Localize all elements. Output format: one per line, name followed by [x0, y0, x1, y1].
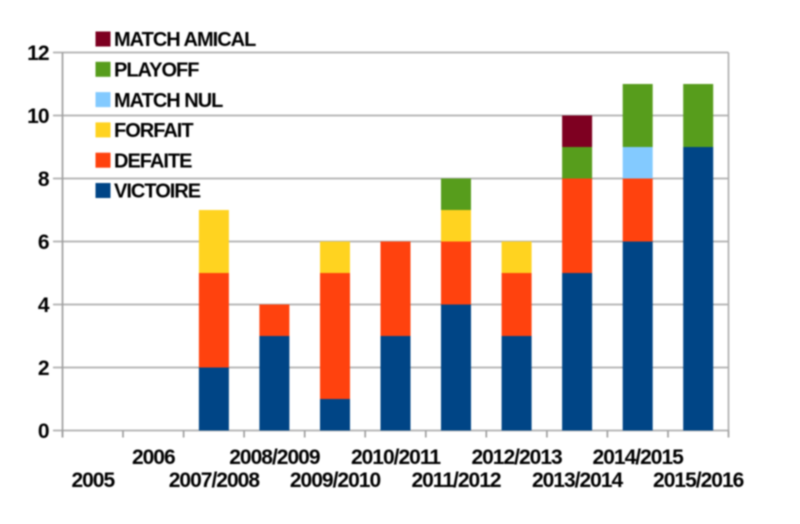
svg-text:2006: 2006	[132, 446, 175, 469]
svg-text:2010/2011: 2010/2011	[351, 446, 441, 469]
svg-text:2015/2016: 2015/2016	[653, 469, 744, 492]
svg-text:2005: 2005	[71, 469, 115, 492]
svg-text:8: 8	[38, 168, 50, 191]
svg-text:2007/2008: 2007/2008	[169, 469, 261, 492]
svg-text:4: 4	[38, 294, 50, 317]
svg-text:PLAYOFF: PLAYOFF	[114, 60, 199, 82]
svg-text:DEFAITE: DEFAITE	[114, 150, 192, 172]
svg-text:MATCH AMICAL: MATCH AMICAL	[114, 29, 256, 51]
svg-text:2009/2010: 2009/2010	[290, 469, 381, 492]
svg-text:0: 0	[38, 420, 49, 443]
svg-text:VICTOIRE: VICTOIRE	[114, 181, 201, 203]
svg-text:2014/2015: 2014/2015	[593, 446, 685, 469]
svg-text:2008/2009: 2008/2009	[229, 446, 320, 469]
svg-text:12: 12	[27, 42, 49, 65]
svg-text:2: 2	[38, 357, 49, 380]
svg-text:2012/2013: 2012/2013	[471, 446, 562, 469]
svg-text:FORFAIT: FORFAIT	[114, 120, 193, 142]
svg-text:2011/2012: 2011/2012	[411, 469, 500, 492]
svg-text:10: 10	[27, 105, 49, 128]
svg-text:2013/2014: 2013/2014	[532, 469, 624, 492]
svg-text:MATCH NUL: MATCH NUL	[114, 90, 223, 112]
svg-text:6: 6	[38, 231, 49, 254]
